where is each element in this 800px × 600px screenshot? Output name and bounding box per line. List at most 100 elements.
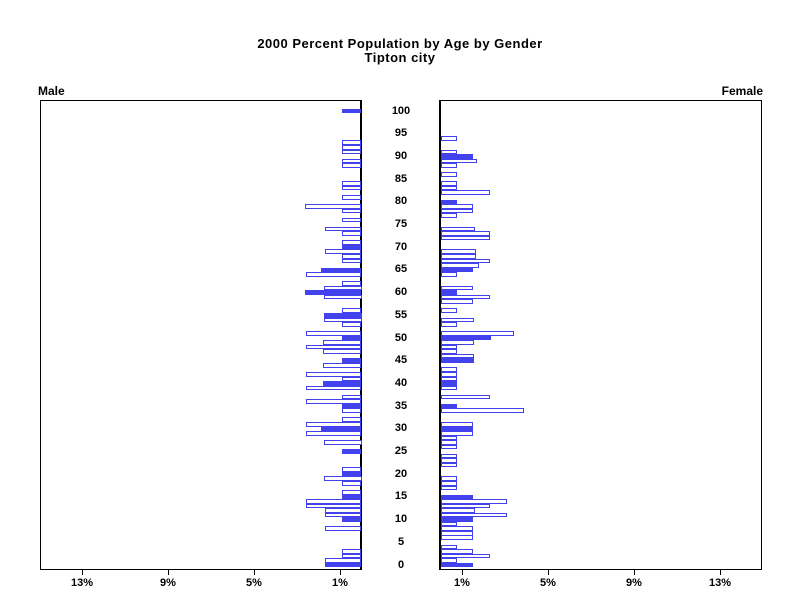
age-axis-label-75: 75 xyxy=(394,218,408,230)
male-bar-age-44 xyxy=(322,362,362,368)
female-pct-tick-label-13: 13% xyxy=(708,577,732,589)
female-bar-age-89 xyxy=(440,158,478,164)
female-bar-age-8 xyxy=(440,526,473,531)
male-bar-age-51 xyxy=(305,331,362,336)
female-bar-age-79 xyxy=(440,204,473,209)
female-bar-age-88 xyxy=(440,163,457,168)
female-bar-age-86 xyxy=(440,172,457,177)
female-panel-label: Female xyxy=(721,84,763,98)
male-bar-age-13 xyxy=(305,503,362,509)
male-bar-age-68 xyxy=(342,253,362,259)
male-bar-age-53 xyxy=(342,322,362,327)
male-bar-age-1 xyxy=(324,558,362,563)
female-pct-tick-13 xyxy=(720,570,721,575)
female-pct-tick-label-1: 1% xyxy=(454,577,470,589)
male-bar-age-65 xyxy=(320,267,362,273)
male-bar-age-78 xyxy=(342,208,362,214)
female-bar-age-80 xyxy=(440,199,457,205)
female-bar-age-31 xyxy=(440,421,473,427)
female-bar-age-35 xyxy=(440,403,457,409)
male-pct-tick-label-9: 9% xyxy=(160,577,176,589)
female-bar-age-28 xyxy=(440,435,457,441)
female-bar-age-78 xyxy=(440,208,473,214)
male-bar-age-10 xyxy=(342,517,362,522)
male-bar-age-84 xyxy=(342,181,362,186)
age-axis-label-5: 5 xyxy=(397,535,405,548)
female-bar-age-10 xyxy=(440,517,473,522)
male-pct-tick-label-13: 13% xyxy=(70,577,94,589)
chart-title: 2000 Percent Population by Age by Gender… xyxy=(0,37,800,65)
female-bar-age-67 xyxy=(440,258,490,264)
female-bar-age-29 xyxy=(440,431,473,436)
male-bar-age-62 xyxy=(342,281,362,286)
female-bar-age-30 xyxy=(440,426,473,432)
female-bar-age-14 xyxy=(440,499,508,504)
male-bar-age-60 xyxy=(304,290,362,295)
chart-title-line1: 2000 Percent Population by Age by Gender xyxy=(257,36,543,51)
male-pct-tick-label-5: 5% xyxy=(246,577,262,589)
female-bar-age-58 xyxy=(440,299,473,304)
male-bar-age-40 xyxy=(322,381,362,386)
female-bar-age-53 xyxy=(440,322,457,327)
female-bar-age-1 xyxy=(440,558,457,563)
age-axis-label-55: 55 xyxy=(394,308,408,321)
age-axis-label-80: 80 xyxy=(394,195,408,208)
female-bar-age-37 xyxy=(440,394,490,400)
male-bar-age-54 xyxy=(323,317,362,323)
female-bar-age-39 xyxy=(440,385,457,391)
female-panel-frame xyxy=(439,100,762,570)
female-bar-age-15 xyxy=(440,494,473,500)
male-bar-age-0 xyxy=(324,562,362,568)
male-bar-age-67 xyxy=(342,258,362,264)
male-bar-age-39 xyxy=(305,385,362,391)
male-bar-age-88 xyxy=(342,163,362,168)
male-bar-age-35 xyxy=(342,403,362,409)
male-bar-age-21 xyxy=(342,467,362,472)
female-bar-age-19 xyxy=(440,476,457,482)
male-bar-age-83 xyxy=(342,185,362,191)
female-bar-age-91 xyxy=(440,149,457,155)
male-bar-age-91 xyxy=(342,149,362,155)
male-bar-age-14 xyxy=(305,499,362,504)
female-bar-age-72 xyxy=(440,235,490,241)
female-bar-age-2 xyxy=(440,553,490,559)
male-bar-age-100 xyxy=(342,108,362,114)
male-bar-age-92 xyxy=(342,145,362,150)
female-bar-age-7 xyxy=(440,530,473,536)
female-bar-age-17 xyxy=(440,485,457,491)
age-axis-label-85: 85 xyxy=(394,172,408,185)
female-bar-age-59 xyxy=(440,294,490,300)
chart-title-line2: Tipton city xyxy=(364,50,436,65)
female-bar-age-45 xyxy=(440,358,474,363)
male-bar-age-81 xyxy=(342,194,362,200)
female-bar-age-41 xyxy=(440,376,457,382)
female-bar-age-27 xyxy=(440,440,457,445)
female-bar-age-12 xyxy=(440,508,475,513)
age-axis-label-50: 50 xyxy=(394,331,408,344)
male-bar-age-31 xyxy=(305,421,362,427)
age-axis-label-70: 70 xyxy=(394,240,408,253)
male-bar-age-55 xyxy=(323,313,362,318)
female-pct-tick-1 xyxy=(462,570,463,575)
male-bar-age-11 xyxy=(324,512,362,518)
female-bar-age-6 xyxy=(440,535,473,541)
male-bar-age-64 xyxy=(305,272,362,277)
age-axis-label-40: 40 xyxy=(394,376,408,389)
male-bar-age-16 xyxy=(342,490,362,495)
female-pct-tick-label-9: 9% xyxy=(626,577,642,589)
male-bar-age-61 xyxy=(323,285,362,291)
male-bar-age-37 xyxy=(342,394,362,400)
male-bar-age-74 xyxy=(324,226,362,232)
male-bar-age-93 xyxy=(342,140,362,146)
age-axis-label-60: 60 xyxy=(394,286,408,299)
female-bar-age-73 xyxy=(440,231,490,236)
male-bar-age-41 xyxy=(342,376,362,382)
male-bar-age-29 xyxy=(305,431,362,436)
male-bar-age-32 xyxy=(342,417,362,422)
female-bar-age-47 xyxy=(440,349,457,354)
female-bar-age-61 xyxy=(440,285,473,291)
female-bar-age-9 xyxy=(440,521,457,527)
female-bar-age-46 xyxy=(440,353,474,359)
male-bar-age-71 xyxy=(342,240,362,245)
